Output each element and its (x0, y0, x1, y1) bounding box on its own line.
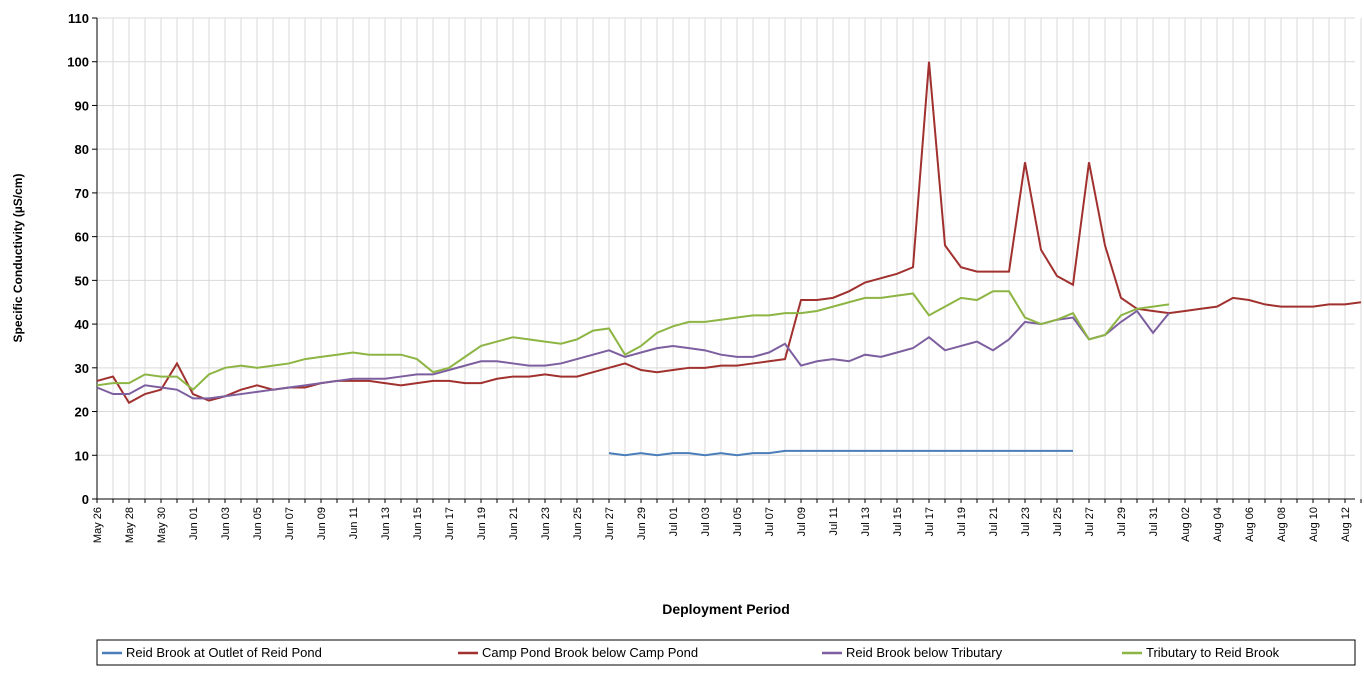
x-tick-label: Jun 03 (220, 507, 232, 540)
x-tick-label: May 30 (156, 507, 168, 543)
x-tick-label: Jul 01 (668, 507, 680, 536)
x-tick-label: Jun 21 (508, 507, 520, 540)
x-tick-label: Jul 09 (796, 507, 808, 536)
x-tick-label: Jun 25 (572, 507, 584, 540)
x-tick-label: Jul 19 (956, 507, 968, 536)
y-tick-label: 20 (75, 405, 89, 420)
x-tick-label: Aug 06 (1244, 507, 1256, 542)
x-tick-label: Jul 23 (1020, 507, 1032, 536)
y-tick-label: 10 (75, 448, 89, 463)
series-line (96, 61, 1362, 405)
x-tick-label: Jun 11 (348, 507, 360, 539)
x-tick-label: Aug 10 (1308, 507, 1320, 542)
y-axis-title: Specific Conductivity (µS/cm) (11, 174, 25, 343)
x-tick-label: Jun 19 (476, 507, 488, 540)
x-tick-label: Jul 29 (1116, 507, 1128, 536)
y-tick-label: 50 (75, 273, 89, 288)
x-tick-label: Jul 07 (764, 507, 776, 536)
x-tick-label: Jun 29 (636, 507, 648, 540)
x-tick-label: Aug 12 (1340, 507, 1352, 542)
x-axis-title: Deployment Period (662, 601, 790, 617)
x-tick-label: Jun 17 (444, 507, 456, 540)
y-tick-label: 110 (68, 11, 89, 26)
x-tick-label: Aug 04 (1212, 507, 1224, 542)
x-tick-label: Jul 03 (700, 507, 712, 536)
x-tick-label: Jul 17 (924, 507, 936, 536)
y-tick-label: 40 (75, 317, 89, 332)
legend-box (96, 639, 1356, 666)
x-tick-label: Jun 13 (380, 507, 392, 540)
legend-label: Reid Brook at Outlet of Reid Pond (126, 645, 322, 660)
x-tick-label: Jun 05 (252, 507, 264, 540)
y-tick-label: 0 (82, 492, 89, 507)
y-tick-label: 30 (75, 361, 89, 376)
x-tick-label: Jul 15 (892, 507, 904, 536)
x-tick-label: Aug 02 (1180, 507, 1192, 542)
y-tick-label: 90 (75, 98, 89, 113)
x-tick-label: May 28 (124, 507, 136, 543)
x-tick-label: Jul 21 (988, 507, 1000, 536)
legend-label: Reid Brook below Tributary (846, 645, 1003, 660)
x-tick-label: Jul 31 (1148, 507, 1160, 536)
y-tick-label: 80 (75, 142, 89, 157)
x-tick-label: Jun 27 (604, 507, 616, 540)
y-tick-label: 100 (67, 55, 89, 70)
x-tick-label: Jul 27 (1084, 507, 1096, 536)
x-tick-label: Jun 01 (188, 507, 200, 540)
x-tick-label: Jul 25 (1052, 507, 1064, 536)
x-tick-label: May 26 (92, 507, 104, 543)
series-line (96, 309, 1170, 400)
x-tick-label: Jun 23 (540, 507, 552, 540)
x-tick-label: Jul 11 (828, 507, 840, 536)
legend-label: Camp Pond Brook below Camp Pond (482, 645, 698, 660)
y-tick-label: 70 (75, 186, 89, 201)
x-tick-label: Jul 05 (732, 507, 744, 536)
series-line (608, 449, 1073, 457)
legend-label: Tributary to Reid Brook (1146, 645, 1280, 660)
x-tick-label: Aug 08 (1276, 507, 1288, 542)
x-tick-label: Jun 09 (316, 507, 328, 540)
series-line (96, 290, 1170, 392)
x-tick-label: Jul 13 (860, 507, 872, 536)
x-tick-label: Jun 07 (284, 507, 296, 540)
x-tick-label: Jun 15 (412, 507, 424, 540)
y-tick-label: 60 (75, 230, 89, 245)
